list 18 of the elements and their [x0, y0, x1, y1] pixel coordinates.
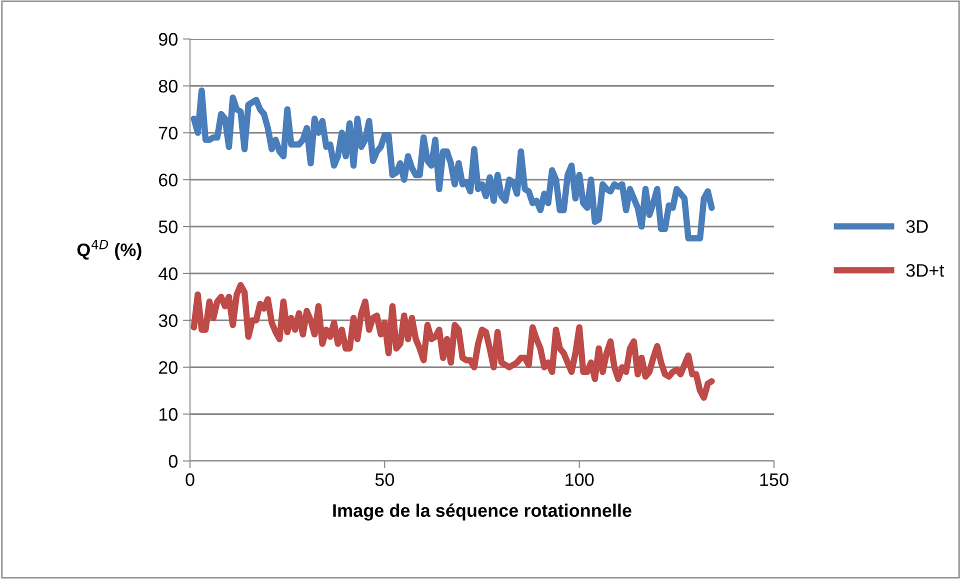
y-tick-label: 0 — [168, 454, 178, 468]
y-tick-label: 40 — [158, 267, 178, 280]
y-tick-label: 10 — [159, 408, 178, 421]
x-axis-title: Image de la séquence rotationnelle — [333, 504, 632, 521]
x-tick-label: 150 — [760, 473, 788, 486]
y-tick-label: 70 — [159, 126, 178, 140]
y-tick-label: 20 — [159, 361, 178, 374]
legend-label: 3D — [906, 220, 928, 233]
legend-label: 3D+t — [906, 264, 944, 277]
x-tick-label: 100 — [566, 473, 594, 486]
x-tick-label: 50 — [375, 473, 394, 486]
y-tick-label: 80 — [158, 80, 178, 93]
y-tick-label: 90 — [158, 32, 178, 46]
y-tick-label: 60 — [159, 174, 178, 186]
y-tick-label: 50 — [158, 220, 178, 234]
y-axis-title: Q$^{4D}$ (%) — [77, 240, 142, 260]
x-tick-label: 0 — [186, 473, 194, 486]
y-tick-label: 30 — [158, 314, 178, 328]
